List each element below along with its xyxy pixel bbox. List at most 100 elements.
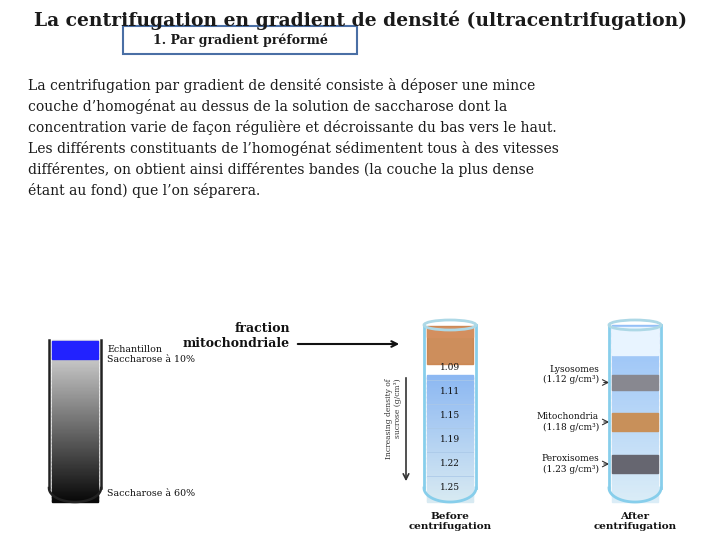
Bar bbox=[612, 411, 658, 414]
Bar bbox=[612, 358, 658, 360]
Bar bbox=[612, 330, 658, 332]
Bar bbox=[52, 488, 98, 490]
Bar bbox=[52, 345, 98, 347]
Bar bbox=[612, 431, 658, 433]
Bar bbox=[52, 464, 98, 465]
Bar bbox=[52, 484, 98, 486]
Bar bbox=[427, 402, 473, 404]
Bar bbox=[427, 417, 473, 420]
Bar bbox=[612, 356, 658, 359]
Bar bbox=[52, 441, 98, 443]
Bar bbox=[612, 429, 658, 431]
Bar bbox=[427, 477, 473, 479]
Bar bbox=[427, 431, 473, 434]
Bar bbox=[612, 418, 658, 421]
Bar bbox=[612, 468, 658, 470]
Bar bbox=[52, 460, 98, 462]
Text: Echantillon: Echantillon bbox=[107, 345, 162, 354]
Bar bbox=[52, 379, 98, 381]
Bar bbox=[427, 448, 473, 450]
Bar bbox=[612, 496, 658, 498]
Bar bbox=[52, 445, 98, 447]
Bar bbox=[52, 407, 98, 409]
Text: After
centrifugation: After centrifugation bbox=[593, 512, 677, 531]
Bar bbox=[52, 354, 98, 356]
Bar bbox=[612, 349, 658, 352]
Bar bbox=[612, 351, 658, 353]
Bar bbox=[427, 458, 473, 460]
Bar bbox=[427, 461, 473, 463]
Bar bbox=[52, 443, 98, 446]
Bar bbox=[427, 387, 473, 389]
Bar bbox=[52, 472, 98, 474]
Bar bbox=[612, 445, 658, 447]
Bar bbox=[52, 467, 98, 468]
Bar bbox=[52, 360, 98, 362]
Bar bbox=[52, 470, 98, 472]
Text: Lysosomes
(1.12 g/cm³): Lysosomes (1.12 g/cm³) bbox=[543, 364, 599, 384]
Bar bbox=[612, 337, 658, 339]
Bar bbox=[52, 454, 98, 456]
Bar bbox=[52, 426, 98, 428]
Bar bbox=[427, 411, 473, 413]
Bar bbox=[427, 489, 473, 490]
Bar bbox=[427, 491, 473, 493]
Bar bbox=[52, 377, 98, 379]
Bar bbox=[612, 489, 658, 491]
Text: 1.15: 1.15 bbox=[440, 411, 460, 421]
Bar bbox=[612, 443, 658, 446]
Bar bbox=[612, 436, 658, 438]
Bar bbox=[427, 470, 473, 471]
FancyBboxPatch shape bbox=[123, 26, 357, 54]
Bar bbox=[427, 391, 473, 393]
Bar bbox=[52, 500, 98, 502]
Bar bbox=[612, 390, 658, 392]
Bar bbox=[427, 466, 473, 468]
Bar bbox=[612, 353, 658, 355]
Bar bbox=[612, 344, 658, 346]
Bar bbox=[612, 372, 658, 375]
Bar bbox=[427, 451, 473, 453]
Bar bbox=[612, 404, 658, 407]
Bar bbox=[52, 376, 98, 378]
Bar bbox=[52, 392, 98, 394]
Text: La centrifugation en gradient de densité (ultracentrifugation): La centrifugation en gradient de densité… bbox=[34, 10, 686, 30]
Bar bbox=[52, 383, 98, 384]
Bar bbox=[52, 348, 98, 349]
Bar bbox=[612, 365, 658, 368]
Text: 1.09: 1.09 bbox=[440, 363, 460, 373]
Bar bbox=[427, 500, 473, 502]
Bar bbox=[427, 499, 473, 501]
Bar bbox=[427, 397, 473, 399]
Bar bbox=[612, 455, 658, 473]
Bar bbox=[427, 485, 473, 487]
Bar bbox=[612, 395, 658, 397]
Bar bbox=[427, 478, 473, 481]
Bar bbox=[427, 498, 473, 500]
Bar bbox=[52, 434, 98, 436]
Bar bbox=[52, 450, 98, 452]
Bar bbox=[427, 463, 473, 465]
Bar bbox=[52, 483, 98, 484]
Bar bbox=[612, 360, 658, 362]
Text: Before
centrifugation: Before centrifugation bbox=[408, 512, 492, 531]
Bar bbox=[427, 400, 473, 402]
Bar bbox=[52, 361, 98, 363]
Text: 1.25: 1.25 bbox=[440, 483, 460, 492]
Bar bbox=[612, 325, 658, 327]
Bar bbox=[612, 409, 658, 411]
Bar bbox=[612, 377, 658, 380]
Bar bbox=[427, 486, 473, 488]
Bar bbox=[427, 396, 473, 398]
Bar bbox=[52, 480, 98, 482]
Text: Peroxisomes
(1.23 g/cm³): Peroxisomes (1.23 g/cm³) bbox=[541, 454, 599, 474]
Bar bbox=[612, 348, 658, 350]
Bar bbox=[612, 326, 658, 328]
Bar bbox=[427, 447, 473, 449]
Bar bbox=[427, 386, 473, 388]
Bar bbox=[52, 449, 98, 451]
Bar bbox=[612, 406, 658, 408]
Bar bbox=[52, 399, 98, 401]
Bar bbox=[427, 404, 473, 406]
Bar bbox=[427, 442, 473, 443]
